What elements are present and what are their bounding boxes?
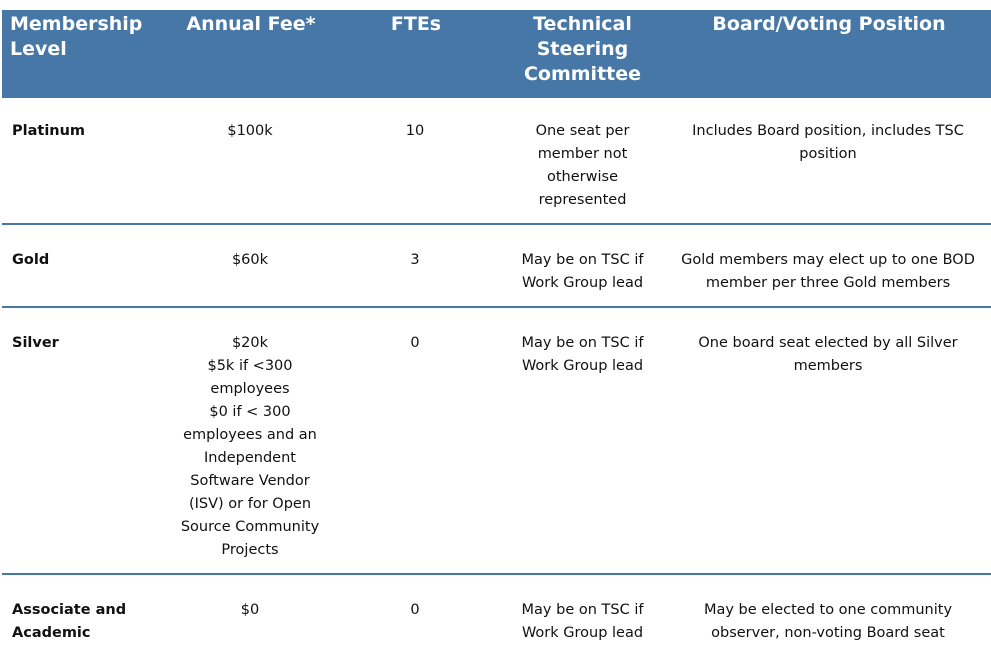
ftes-cell: 3 xyxy=(330,224,500,308)
header-row: Membership Level Annual Fee* FTEs Techni… xyxy=(2,10,991,98)
tsc-cell: May be on TSC if Work Group lead xyxy=(521,602,644,641)
table-row: Platinum $100k 10 One seat per member no… xyxy=(2,98,991,225)
fee-line: $60k xyxy=(231,252,269,268)
fee-line: $5k if <300 employees xyxy=(207,358,293,397)
ftes-cell: 0 xyxy=(410,602,420,618)
tsc-cell: One seat per member not otherwise repres… xyxy=(500,98,665,225)
table-row: Associate and Academic $0 0 May be on TS… xyxy=(2,574,991,657)
board-cell: May be elected to one community observer… xyxy=(703,602,953,641)
ftes-cell: 0 xyxy=(330,307,500,575)
fee-cell: $20k $5k if <300 employees $0 if < 300 e… xyxy=(170,307,330,575)
level-cell: Associate and Academic xyxy=(12,602,127,641)
fee-line: $20k xyxy=(231,335,269,351)
board-cell: Includes Board position, includes TSC po… xyxy=(665,98,991,225)
header-tsc: Technical Steering Committee xyxy=(500,10,665,98)
fee-line: $100k xyxy=(227,123,273,139)
table-row: Gold $60k 3 May be on TSC if Work Group … xyxy=(2,224,991,308)
fee-cell: $100k xyxy=(170,98,330,225)
level-cell: Platinum xyxy=(2,98,170,225)
fee-cell: $60k xyxy=(170,224,330,308)
fee-line: $0 if < 300 employees and an Independent… xyxy=(180,404,320,558)
level-cell: Silver xyxy=(2,307,170,575)
level-cell: Gold xyxy=(2,224,170,308)
fee-cell: $0 xyxy=(170,574,330,657)
table-row: Silver $20k $5k if <300 employees $0 if … xyxy=(2,307,991,575)
header-membership-level: Membership Level xyxy=(2,10,170,98)
ftes-cell: 10 xyxy=(330,98,500,225)
header-board-position: Board/Voting Position xyxy=(665,10,991,98)
tsc-cell: May be on TSC if Work Group lead xyxy=(500,224,665,308)
tsc-cell: May be on TSC if Work Group lead xyxy=(500,307,665,575)
fee-line: $0 xyxy=(240,602,260,618)
board-cell: Gold members may elect up to one BOD mem… xyxy=(665,224,991,308)
header-annual-fee: Annual Fee* xyxy=(170,10,330,98)
membership-table: Membership Level Annual Fee* FTEs Techni… xyxy=(2,10,991,657)
header-ftes: FTEs xyxy=(330,10,500,98)
board-cell: One board seat elected by all Silver mem… xyxy=(665,307,991,575)
